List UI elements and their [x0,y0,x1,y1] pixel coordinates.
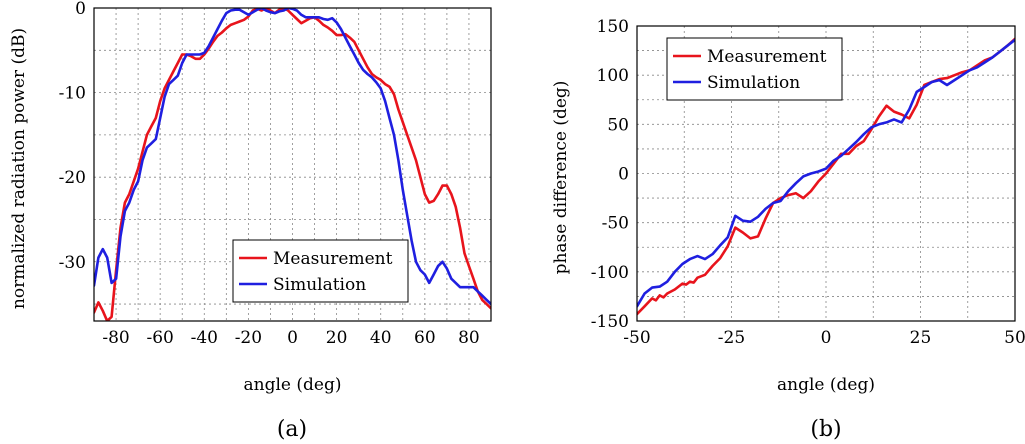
panel-a-y-axis-label: normalized radiation power (dB) [9,28,29,309]
b-y-tick-label: 150 [597,17,629,37]
a-y-tick-label: -10 [59,84,86,104]
a-x-tick-label: 0 [287,328,298,348]
b-y-tick-label: -100 [591,263,629,283]
b-series-line-measurement [637,37,1015,316]
panel-a-y-tick-labels: 0 -10 -20 -30 [59,0,86,273]
panel-a-legend-box [232,239,409,303]
panel-a-legend-label-measurement: Measurement [273,249,393,269]
panel-b-x-axis-label: angle (deg) [777,375,875,395]
panel-b-y-tick-labels: 150 100 50 0 -50 -100 -150 [591,17,629,332]
a-x-tick-label: 80 [458,328,480,348]
a-x-tick-label: -20 [235,328,262,348]
b-x-tick-label: -25 [718,328,745,348]
panel-a-legend: Measurement Simulation [232,239,409,303]
panel-b-caption: (b) [810,417,841,442]
a-x-tick-label: -40 [191,328,218,348]
a-series-line-measurement [94,8,491,321]
a-x-tick-label: 60 [414,328,436,348]
a-x-tick-label: 40 [370,328,392,348]
b-y-tick-label: 0 [618,165,629,185]
b-y-tick-label: 50 [607,115,629,135]
a-y-tick-label: -20 [59,168,86,188]
panel-b-legend-box [666,37,843,101]
b-x-tick-label: -50 [623,328,650,348]
panel-b-legend-label-simulation: Simulation [707,73,800,93]
a-y-tick-label: -30 [59,253,86,273]
panel-a-series [94,8,491,321]
b-y-tick-label: -150 [591,312,629,332]
panel-a-x-tick-labels: -80 -60 -40 -20 0 20 40 60 80 [102,328,479,348]
a-x-tick-label: -80 [102,328,129,348]
panel-a-x-axis-label: angle (deg) [244,375,342,395]
b-series-line-simulation [637,38,1015,308]
panel-b-y-axis-label: phase difference (deg) [551,81,571,275]
b-y-tick-label: -50 [602,214,629,234]
a-y-tick-label: 0 [75,0,86,19]
panel-a-chart: -80 -60 -40 -20 0 20 40 60 80 0 -10 -20 -30 angle (… [9,0,492,442]
panel-a-caption: (a) [277,417,307,442]
a-series-line-simulation [94,8,491,306]
panel-b-plot-frame [636,25,1016,322]
panel-b-legend: Measurement Simulation [666,37,843,101]
panel-b-chart: -50 -25 0 25 50 150 100 50 0 -50 -100 -150 angle (… [551,17,1025,442]
b-x-tick-label: 25 [910,328,932,348]
a-x-tick-label: -60 [146,328,173,348]
panel-b-legend-label-measurement: Measurement [707,47,827,67]
b-x-tick-label: 0 [821,328,832,348]
panel-b-x-tick-labels: -50 -25 0 25 50 [623,328,1025,348]
panel-b-series [637,37,1015,316]
b-y-tick-label: 100 [597,66,629,86]
panel-a-plot-frame [93,7,492,322]
a-x-tick-label: 20 [326,328,348,348]
panel-a-legend-label-simulation: Simulation [273,275,366,295]
b-x-tick-label: 50 [1004,328,1025,348]
